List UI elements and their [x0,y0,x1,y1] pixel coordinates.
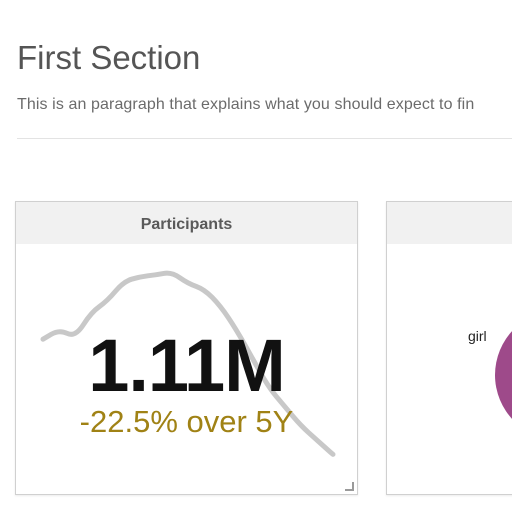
section-description: This is an paragraph that explains what … [17,96,475,113]
sparkline-series-line [40,270,336,457]
participants-value: 1.11M [88,324,286,407]
participants-sparkline [40,270,336,457]
pie-label-girl: girl [468,328,487,344]
pie-slice-girl[interactable] [495,310,512,440]
card-header-participants[interactable]: Participants [16,202,357,244]
resize-handle[interactable] [345,482,354,491]
gender-card: girl [386,201,512,495]
section-divider [17,138,512,139]
participants-card: Participants 1.11M -22.5% over 5Y [15,201,358,495]
participants-change: -22.5% over 5Y [79,404,294,439]
section-title: First Section [17,39,201,76]
card-header-gender[interactable] [387,202,512,244]
